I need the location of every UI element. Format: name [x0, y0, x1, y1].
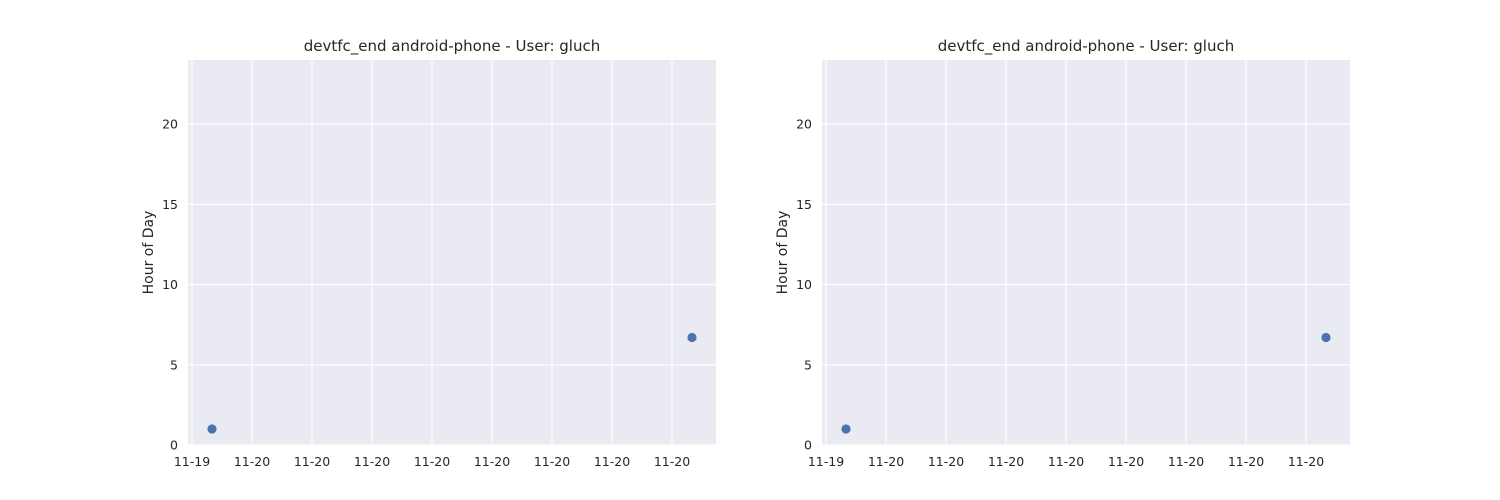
y-tick-label: 0: [170, 438, 178, 453]
y-tick-label: 0: [804, 438, 812, 453]
x-tick-label: 11-20: [868, 454, 904, 469]
y-tick-label: 5: [170, 357, 178, 372]
data-point: [207, 424, 217, 434]
x-tick-label: 11-20: [294, 454, 330, 469]
x-tick-label: 11-19: [174, 454, 210, 469]
x-tick-label: 11-19: [808, 454, 844, 469]
chart-panel-1: 0 5 10 15 20 11-19 11-20 11-20 11-20 11-20 11-20 11…: [141, 37, 716, 469]
plot-area: [188, 60, 716, 445]
x-tick-label: 11-20: [928, 454, 964, 469]
y-tick-label: 20: [796, 117, 812, 132]
y-tick-label: 10: [162, 277, 178, 292]
x-tick-label: 11-20: [1168, 454, 1204, 469]
x-tick-label: 11-20: [534, 454, 570, 469]
data-point: [1321, 332, 1331, 343]
chart-title: devtfc_end android-phone - User: gluch: [304, 37, 600, 56]
chart-panel-2: 0 5 10 15 20 11-19 11-20 11-20 11-20 11-20 11-20 11…: [775, 37, 1350, 469]
data-point: [687, 332, 697, 343]
x-tick-label: 11-20: [414, 454, 450, 469]
y-tick-label: 15: [162, 197, 178, 212]
y-tick-label: 5: [804, 357, 812, 372]
data-point: [841, 424, 851, 434]
y-tick-label: 20: [162, 117, 178, 132]
chart-title: devtfc_end android-phone - User: gluch: [938, 37, 1234, 56]
x-tick-label: 11-20: [594, 454, 630, 469]
y-tick-label: 10: [796, 277, 812, 292]
x-tick-label: 11-20: [1108, 454, 1144, 469]
x-tick-label: 11-20: [474, 454, 510, 469]
plot-area: [822, 60, 1350, 445]
x-tick-label: 11-20: [988, 454, 1024, 469]
x-tick-label: 11-20: [1048, 454, 1084, 469]
x-tick-label: 11-20: [1228, 454, 1264, 469]
y-axis-label: Hour of Day: [141, 211, 157, 295]
x-tick-label: 11-20: [234, 454, 270, 469]
y-tick-label: 15: [796, 197, 812, 212]
x-tick-label: 11-20: [354, 454, 390, 469]
y-axis-label: Hour of Day: [775, 211, 791, 295]
x-tick-label: 11-20: [654, 454, 690, 469]
x-tick-label: 11-20: [1288, 454, 1324, 469]
